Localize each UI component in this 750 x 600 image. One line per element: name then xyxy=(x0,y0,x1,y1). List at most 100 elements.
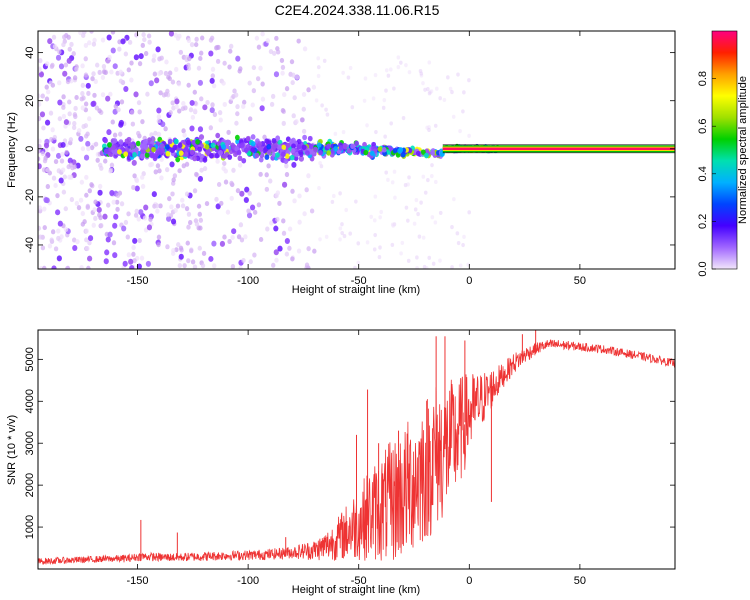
spectrogram-pixel xyxy=(41,125,46,131)
spectrogram-pixel xyxy=(398,147,404,153)
spectrogram-pixel xyxy=(170,191,175,197)
spectrogram-pixel xyxy=(93,141,99,147)
spectrogram-pixel xyxy=(290,80,295,86)
spectrogram-pixel xyxy=(93,199,98,205)
spectrogram-pixel xyxy=(256,202,262,208)
spectrogram-pixel xyxy=(92,92,97,98)
spectrogram-pixel xyxy=(39,111,46,118)
spectrogram-pixel xyxy=(221,144,226,150)
spectrogram-pixel xyxy=(239,142,245,148)
spectrogram-pixel xyxy=(196,225,201,231)
spectrogram-pixel xyxy=(123,51,129,57)
spectrogram-pixel xyxy=(430,215,435,220)
spectrogram-pixel xyxy=(122,260,128,267)
spectrogram-pixel xyxy=(450,225,454,230)
spectrogram-pixel xyxy=(271,151,277,158)
spectrogram-frame xyxy=(37,30,676,270)
spectrogram-pixel xyxy=(72,244,78,251)
y-tick-label: 2000 xyxy=(24,473,36,497)
spectrogram-pixel xyxy=(61,94,66,100)
spectrogram-pixel xyxy=(197,146,203,152)
spectrogram-pixel xyxy=(84,228,89,234)
spectrogram-pixel xyxy=(56,235,61,241)
spectrogram-pixel xyxy=(91,41,97,47)
spectrogram-pixel xyxy=(40,93,45,99)
spectrogram-pixel xyxy=(392,86,396,91)
spectrogram-pixel xyxy=(189,149,195,156)
spectrogram-pixel xyxy=(183,146,189,152)
spectrogram-pixel xyxy=(91,71,96,77)
spectrogram-pixel xyxy=(86,90,91,96)
spectrogram-pixel xyxy=(194,171,199,177)
spectrogram-pixel xyxy=(73,105,78,111)
spectrogram-pixel xyxy=(38,93,41,99)
spectrogram-pixel xyxy=(275,152,280,158)
spectrogram-pixel xyxy=(38,71,45,78)
spectrogram-pixel xyxy=(208,255,214,262)
spectrogram-pixel xyxy=(55,152,62,159)
spectrogram-pixel xyxy=(451,114,456,119)
spectrogram-pixel xyxy=(56,255,62,262)
spectrogram-pixel xyxy=(421,81,425,86)
spectrogram-pixel xyxy=(42,206,47,212)
spectrogram-pixel xyxy=(173,32,179,38)
spectrogram-pixel xyxy=(462,234,466,239)
spectrogram-pixel xyxy=(256,44,262,50)
spectrogram-pixel xyxy=(237,162,243,168)
spectrogram-pixel xyxy=(270,93,276,99)
spectrogram-pixel xyxy=(419,71,424,76)
spectrogram-pixel xyxy=(214,45,219,51)
spectrogram-pixel xyxy=(446,75,450,80)
spectrogram-pixel xyxy=(80,211,86,217)
spectrogram-pixel xyxy=(221,165,226,172)
spectrogram-pixel xyxy=(442,97,447,102)
spectrogram-pixel xyxy=(97,69,102,75)
spectrogram-pixel xyxy=(158,149,163,155)
spectrogram-pixel xyxy=(322,58,327,63)
spectrogram-pixel xyxy=(169,161,175,168)
carrier-band-core xyxy=(442,147,675,150)
spectrogram-pixel xyxy=(194,221,200,227)
spectrogram-pixel xyxy=(192,108,198,114)
spectrogram-pixel xyxy=(378,245,382,250)
spectrogram-pixel xyxy=(137,109,142,115)
spectrogram-pixel xyxy=(301,106,306,112)
spectrogram-pixel xyxy=(84,192,89,198)
spectrogram-pixel xyxy=(185,240,190,246)
spectrogram-pixel xyxy=(401,115,406,121)
spectrogram-pixel xyxy=(371,141,377,148)
snr-panel: -150 -100 -50 0 50 1000 2000 3000 4000 5000 Heig… xyxy=(6,329,676,596)
spectrogram-pixel xyxy=(423,87,427,92)
snr-x-axis-label: Height of straight line (km) xyxy=(292,584,420,596)
spectrogram-pixel xyxy=(100,74,106,81)
spectrogram-pixel xyxy=(142,215,148,221)
spectrogram-pixel xyxy=(297,193,302,199)
spectrogram-pixel xyxy=(264,154,270,160)
spectrogram-pixel xyxy=(199,50,204,56)
spectrogram-pixel xyxy=(163,70,169,76)
spectrogram-pixel xyxy=(143,51,149,57)
spectrogram-pixel xyxy=(252,252,257,258)
spectrogram-pixel xyxy=(55,209,61,216)
spectrogram-pixel xyxy=(222,160,227,167)
spectrogram-pixel xyxy=(68,162,74,168)
spectrogram-pixel xyxy=(431,261,436,266)
spectrogram-pixel xyxy=(89,145,95,151)
spectrogram-pixel xyxy=(246,212,253,219)
spectrogram-pixel xyxy=(388,67,393,72)
spectrogram-pixel xyxy=(455,231,460,236)
spectrogram-pixel xyxy=(456,72,460,77)
spectrogram-pixel xyxy=(250,140,256,147)
spectrogram-pixel xyxy=(123,151,129,157)
spectrogram-pixel xyxy=(222,234,227,240)
spectrogram-pixel xyxy=(129,109,135,115)
spectrogram-pixel xyxy=(118,139,124,145)
spectrogram-pixel xyxy=(58,63,65,70)
spectrogram-pixel xyxy=(258,65,263,71)
spectrogram-pixel xyxy=(266,144,272,150)
spectrogram-pixel xyxy=(273,249,279,256)
spectrogram-pixel xyxy=(38,148,41,154)
spectrogram-pixel xyxy=(448,86,453,91)
spectrogram-pixel xyxy=(50,127,55,133)
spectrogram-pixel xyxy=(373,232,377,238)
